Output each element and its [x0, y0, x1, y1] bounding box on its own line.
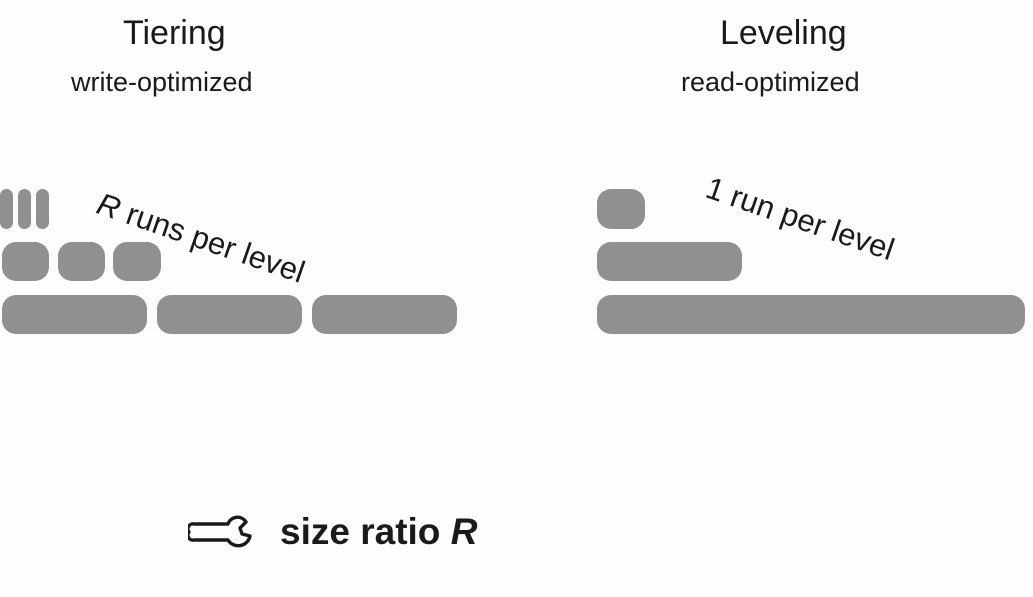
tiering-level-1-run-3 — [113, 242, 161, 281]
leveling-level-2-run — [597, 295, 1025, 334]
size-ratio-label: size ratio R — [280, 511, 477, 553]
size-ratio-footer: size ratio R — [188, 508, 477, 556]
tiering-level-2-run-1 — [2, 295, 147, 334]
tiering-level-0-run-1 — [0, 189, 13, 229]
tiering-level-2-run-2 — [157, 295, 302, 334]
wrench-icon — [188, 514, 254, 550]
tiering-level-0-run-3 — [36, 189, 49, 229]
tiering-title: Tiering — [123, 14, 226, 53]
leveling-level-0-run — [597, 189, 645, 229]
leveling-subtitle: read-optimized — [681, 67, 860, 98]
tiering-level-1-run-2 — [58, 242, 105, 281]
tiering-level-1-run-1 — [2, 242, 49, 281]
tiering-level-0-run-2 — [18, 189, 31, 229]
tiering-subtitle: write-optimized — [71, 67, 253, 98]
tiering-level-2-run-3 — [312, 295, 457, 334]
leveling-level-1-run — [597, 242, 742, 281]
size-ratio-text: size ratio — [280, 511, 451, 552]
size-ratio-var: R — [451, 511, 478, 552]
leveling-title: Leveling — [720, 14, 847, 53]
